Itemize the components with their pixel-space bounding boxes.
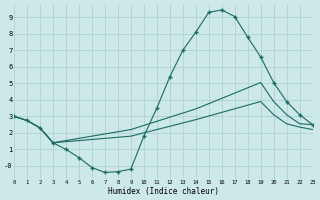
X-axis label: Humidex (Indice chaleur): Humidex (Indice chaleur) [108, 187, 219, 196]
